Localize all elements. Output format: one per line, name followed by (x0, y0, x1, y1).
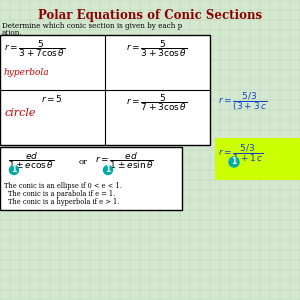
Text: $r = \dfrac{5}{3 + 3\cos\theta}$: $r = \dfrac{5}{3 + 3\cos\theta}$ (126, 38, 188, 59)
Text: hyperbola: hyperbola (4, 68, 50, 77)
Text: circle: circle (5, 108, 37, 118)
Text: or: or (79, 158, 88, 166)
Text: $r = \dfrac{5/3}{1 + 1\,c}$: $r = \dfrac{5/3}{1 + 1\,c}$ (218, 142, 264, 164)
Text: $r = \dfrac{ed}{1 \pm e\sin\theta}$: $r = \dfrac{ed}{1 \pm e\sin\theta}$ (95, 150, 154, 171)
Circle shape (103, 166, 112, 175)
Text: $r = 5$: $r = 5$ (41, 93, 63, 104)
Circle shape (10, 166, 19, 175)
Text: Determine which conic section is given by each p: Determine which conic section is given b… (2, 22, 182, 30)
Text: The conic is a parabola if e = 1.: The conic is a parabola if e = 1. (8, 190, 115, 198)
Text: ation.: ation. (2, 29, 22, 37)
Text: $r = \dfrac{5}{7 + 3\cos\theta}$: $r = \dfrac{5}{7 + 3\cos\theta}$ (126, 92, 188, 113)
Bar (215, 138, 300, 180)
Text: $r = \dfrac{5}{3 + 7\cos\theta}$: $r = \dfrac{5}{3 + 7\cos\theta}$ (4, 38, 65, 59)
Bar (0, 35, 210, 145)
Text: The conic is a hyperbola if e > 1.: The conic is a hyperbola if e > 1. (8, 198, 119, 206)
Text: $\dfrac{ed}{1 \pm e\cos\theta}$: $\dfrac{ed}{1 \pm e\cos\theta}$ (8, 150, 54, 171)
Text: Polar Equations of Conic Sections: Polar Equations of Conic Sections (38, 9, 262, 22)
Bar (0, 147, 182, 210)
Text: 1: 1 (105, 166, 111, 175)
Text: 1: 1 (11, 166, 16, 175)
Text: 1: 1 (231, 158, 237, 166)
Circle shape (229, 157, 239, 167)
Text: $r = \dfrac{5/3}{(3 + 3\,c}$: $r = \dfrac{5/3}{(3 + 3\,c}$ (218, 90, 267, 113)
Text: The conic is an ellipse if 0 < e < 1.: The conic is an ellipse if 0 < e < 1. (4, 182, 122, 190)
